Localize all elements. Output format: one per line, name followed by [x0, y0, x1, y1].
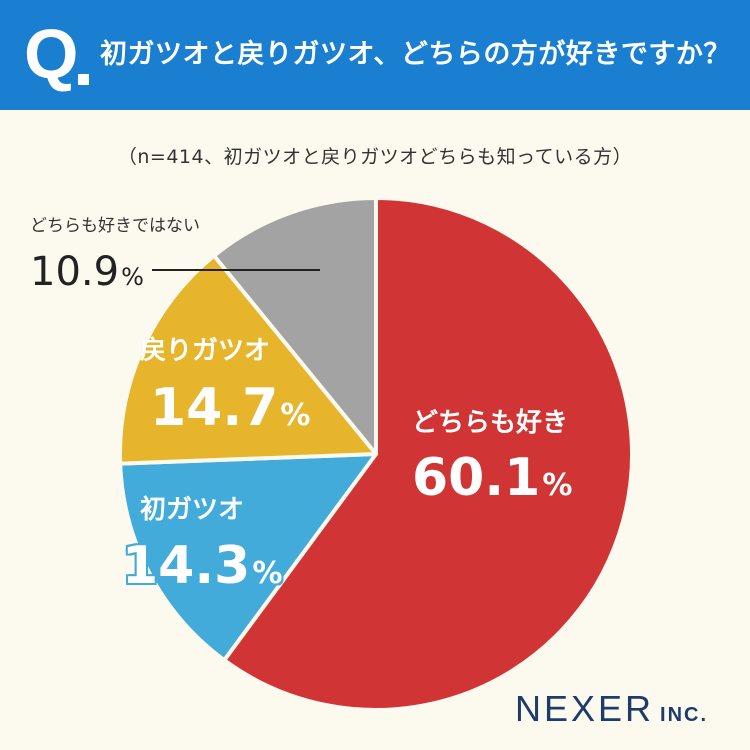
- chart-subtitle: （n=414、初ガツオと戻りガツオどちらも知っている方）: [117, 146, 633, 168]
- slice-label-hatsu-gatsuo: 初ガツオ: [140, 495, 245, 525]
- slice-neither: [212, 196, 378, 456]
- slice-label-both-like: どちらも好き: [412, 408, 569, 438]
- slice-value-neither: 10.9%: [30, 249, 144, 295]
- nexer-logo: NEXER INC.: [515, 688, 709, 729]
- slice-hatsu-gatsuo: [118, 452, 378, 663]
- q-dot: [78, 74, 89, 85]
- question-title: 初ガツオと戻りガツオ、どちらの方が好きですか？: [100, 39, 731, 70]
- slice-label-modori-gatsuo: 戻りガツオ: [140, 336, 271, 366]
- slice-value-modori-gatsuo: 14.7%: [150, 378, 311, 438]
- q-mark: Q: [24, 15, 79, 93]
- slice-label-neither: どちらも好きではない: [30, 216, 200, 236]
- slice-both-like: [222, 196, 634, 712]
- slice-value-both-like: 60.1%: [412, 448, 573, 508]
- header-bar: Q 初ガツオと戻りガツオ、どちらの方が好きですか？: [0, 0, 750, 110]
- slice-value-hatsu-gatsuo: 14.3%: [122, 536, 283, 596]
